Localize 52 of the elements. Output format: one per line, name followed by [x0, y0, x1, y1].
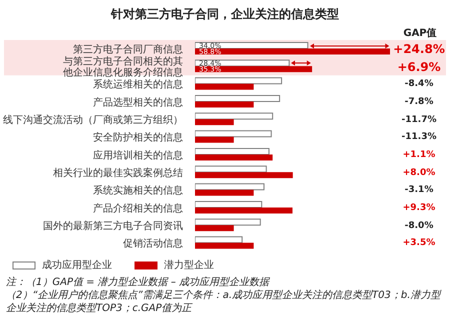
bar — [195, 225, 234, 232]
y-tick-label: 第三方电子合同厂商信息 — [73, 43, 183, 56]
bar — [195, 101, 254, 108]
legend-label: 潜力型企业 — [164, 258, 214, 272]
text: 注：（1）GAP值 = 潜力型企业数据 – 成功应用型企业数据 — [6, 276, 271, 289]
bar — [195, 84, 254, 90]
bar — [195, 166, 267, 173]
text: +8.0% — [402, 166, 436, 178]
text: -3.1% — [404, 184, 434, 196]
text: -8.0% — [404, 220, 434, 232]
text: +3.5% — [402, 237, 436, 250]
y-tick-label: 促销活动信息 — [123, 238, 183, 250]
text: -11.3% — [400, 131, 438, 144]
y-tick-label: 相关行业的最佳实践案例总结 — [53, 167, 183, 179]
text: -8.4% — [404, 78, 434, 90]
bar — [195, 236, 243, 244]
bar — [195, 172, 293, 178]
text: +1.1% — [402, 148, 436, 161]
text: -11.7% — [400, 114, 438, 126]
bar — [195, 119, 234, 126]
bar — [195, 136, 234, 143]
bar — [195, 218, 261, 226]
bar — [195, 207, 292, 214]
text: +24.8% — [392, 40, 446, 57]
bar — [195, 94, 280, 102]
bar — [195, 154, 273, 160]
bar — [195, 130, 272, 138]
y-tick-label: 线下沟通交流活动（厂商或第三方组织） — [3, 114, 183, 126]
y-tick-label: 系统运维相关的信息 — [93, 78, 183, 91]
legend-label: 成功应用型企业 — [42, 258, 112, 272]
y-tick-label: 应用培训相关的信息 — [93, 149, 183, 162]
bar — [195, 66, 312, 72]
y-tick-label: 产品介绍相关的信息 — [93, 202, 183, 214]
chart-title: 针对第三方电子合同，企业关注的信息类型 — [110, 6, 340, 23]
bar — [195, 183, 264, 190]
bar — [195, 200, 262, 208]
bar — [195, 242, 254, 249]
y-tick-label: 系统实施相关的信息 — [93, 184, 183, 197]
text: -7.8% — [404, 96, 434, 108]
y-tick-label: 安全防护相关的信息 — [93, 132, 183, 144]
bar — [195, 190, 254, 196]
bar — [195, 77, 282, 84]
text: +6.9% — [396, 58, 442, 74]
y-tick-label: 与第三方电子合同相关的其他企业信息化服务介绍信息 — [63, 56, 183, 78]
y-tick-label: 国外的最新第三方电子合同资讯 — [43, 220, 183, 232]
y-tick-label: 产品选型相关的信息 — [93, 96, 183, 108]
text: +9.3% — [402, 202, 436, 214]
bar — [195, 112, 274, 120]
text: （2）“企业用户的信息聚焦点”需满足三个条件：a.成功应用型企业关注的信息类型T03；b.潜力型企业关注的信息类型TOP3；c.GAP值为正 — [6, 289, 442, 315]
bar — [195, 148, 270, 155]
text: GAP值 — [402, 27, 438, 40]
bar — [195, 48, 390, 54]
